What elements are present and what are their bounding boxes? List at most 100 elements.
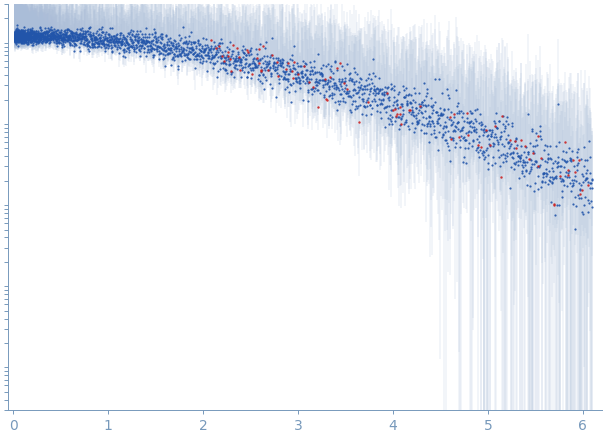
Point bbox=[17, 34, 27, 41]
Point bbox=[565, 155, 574, 162]
Point bbox=[251, 63, 261, 70]
Point bbox=[12, 32, 22, 39]
Point bbox=[138, 31, 147, 38]
Point bbox=[15, 35, 25, 42]
Point bbox=[516, 143, 526, 150]
Point bbox=[13, 37, 23, 44]
Point bbox=[427, 118, 436, 125]
Point bbox=[16, 29, 26, 36]
Point bbox=[42, 32, 52, 39]
Point bbox=[244, 69, 253, 76]
Point bbox=[211, 50, 221, 57]
Point bbox=[46, 29, 56, 36]
Point bbox=[378, 96, 388, 103]
Point bbox=[27, 38, 36, 45]
Point bbox=[389, 94, 399, 101]
Point bbox=[346, 94, 356, 101]
Point bbox=[565, 157, 575, 164]
Point bbox=[200, 42, 210, 49]
Point bbox=[507, 119, 517, 126]
Point bbox=[39, 29, 49, 36]
Point bbox=[79, 34, 89, 41]
Point bbox=[368, 90, 378, 97]
Point bbox=[504, 138, 514, 145]
Point bbox=[422, 86, 432, 93]
Point bbox=[542, 142, 551, 149]
Point bbox=[315, 80, 324, 87]
Point bbox=[256, 69, 266, 76]
Point bbox=[14, 33, 24, 40]
Point bbox=[32, 29, 41, 36]
Point bbox=[324, 83, 334, 90]
Point bbox=[63, 35, 73, 42]
Point bbox=[481, 127, 490, 134]
Point bbox=[14, 34, 24, 41]
Point bbox=[46, 24, 56, 31]
Point bbox=[146, 42, 156, 49]
Point bbox=[87, 36, 96, 43]
Point bbox=[164, 42, 174, 49]
Point bbox=[247, 70, 257, 77]
Point bbox=[359, 82, 369, 89]
Point bbox=[236, 56, 246, 63]
Point bbox=[11, 35, 21, 42]
Point bbox=[11, 32, 21, 39]
Point bbox=[22, 33, 32, 40]
Point bbox=[10, 37, 20, 44]
Point bbox=[266, 73, 276, 80]
Point bbox=[170, 44, 179, 51]
Point bbox=[338, 75, 347, 82]
Point bbox=[313, 87, 322, 94]
Point bbox=[11, 33, 21, 40]
Point bbox=[45, 39, 55, 46]
Point bbox=[71, 30, 81, 37]
Point bbox=[30, 31, 40, 38]
Point bbox=[66, 30, 76, 37]
Point bbox=[111, 38, 121, 45]
Point bbox=[479, 155, 489, 162]
Point bbox=[190, 38, 200, 45]
Point bbox=[19, 29, 28, 36]
Point bbox=[478, 126, 487, 133]
Point bbox=[124, 40, 134, 47]
Point bbox=[104, 43, 114, 50]
Point bbox=[35, 37, 44, 44]
Point bbox=[540, 157, 550, 164]
Point bbox=[12, 31, 21, 38]
Point bbox=[92, 39, 102, 46]
Point bbox=[90, 44, 100, 51]
Point bbox=[284, 62, 294, 69]
Point bbox=[302, 67, 312, 74]
Point bbox=[15, 27, 24, 34]
Point bbox=[25, 30, 35, 37]
Point bbox=[24, 35, 34, 42]
Point bbox=[358, 96, 368, 103]
Point bbox=[12, 36, 21, 43]
Point bbox=[228, 54, 238, 61]
Point bbox=[331, 83, 341, 90]
Point bbox=[254, 71, 264, 78]
Point bbox=[226, 68, 236, 75]
Point bbox=[68, 33, 78, 40]
Point bbox=[316, 69, 326, 76]
Point bbox=[12, 28, 21, 35]
Point bbox=[333, 65, 342, 72]
Point bbox=[98, 39, 107, 46]
Point bbox=[111, 35, 121, 42]
Point bbox=[193, 40, 203, 47]
Point bbox=[109, 36, 119, 43]
Point bbox=[17, 27, 27, 34]
Point bbox=[31, 38, 41, 45]
Point bbox=[11, 29, 21, 36]
Point bbox=[279, 76, 288, 83]
Point bbox=[357, 95, 367, 102]
Point bbox=[12, 31, 22, 38]
Point bbox=[39, 35, 48, 42]
Point bbox=[10, 38, 20, 45]
Point bbox=[315, 71, 325, 78]
Point bbox=[41, 35, 51, 42]
Point bbox=[264, 58, 274, 65]
Point bbox=[361, 99, 371, 106]
Point bbox=[22, 33, 32, 40]
Point bbox=[12, 33, 22, 40]
